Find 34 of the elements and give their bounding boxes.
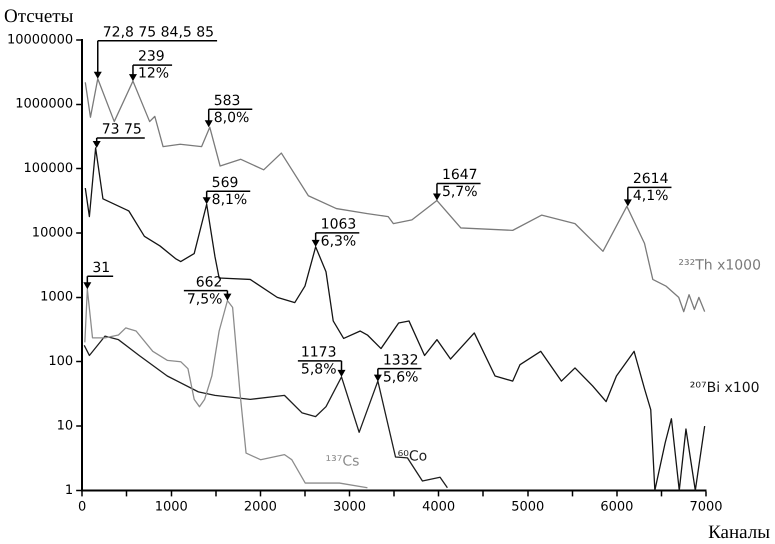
y-tick-label: 10000	[32, 225, 74, 240]
y-tick-label: 10000000	[6, 32, 74, 48]
series-label: ⁶⁰Co	[398, 448, 428, 465]
annotation: 1332 5,6%	[382, 352, 419, 386]
y-tick-label: 100	[48, 354, 74, 370]
annotation: 2614 4,1%	[632, 170, 669, 204]
x-tick-label: 0	[78, 500, 86, 515]
x-tick-label: 3000	[332, 500, 366, 515]
annotation: 569 8,1%	[212, 174, 248, 208]
x-tick-label: 6000	[600, 500, 634, 515]
annotation: 1647 5,7%	[442, 167, 478, 200]
series-label: ¹³⁷Cs	[325, 454, 360, 470]
annotation: 73 75	[102, 122, 142, 138]
annotation: 583 8,0%	[214, 92, 250, 126]
series-label: ²³²Th x1000	[678, 258, 761, 274]
y-tick-label: 10	[56, 418, 74, 434]
text: ²⁰⁷Bi x100	[690, 380, 760, 396]
annotation: 1063 6,3%	[320, 216, 356, 250]
annotation: 72,8 75 84,5 85	[102, 24, 214, 40]
y-tick-label: 1	[64, 482, 74, 498]
y-tick-label: 1000000	[15, 96, 74, 112]
annotation: 239 12%	[138, 48, 170, 82]
x-tick-label: 5000	[511, 500, 544, 515]
y-axis-title: Отсчеты	[4, 6, 74, 27]
annotation: 31	[92, 260, 110, 276]
x-tick-label: 1000	[154, 500, 188, 515]
x-tick-label: 2000	[244, 500, 277, 515]
annotation: 1173 5,8%	[300, 344, 337, 378]
y-tick-label: 1000	[40, 290, 74, 305]
x-tick-label: 4000	[422, 500, 456, 515]
annotation: 662 7,5%	[186, 274, 222, 308]
x-axis-title: Каналы	[708, 522, 770, 543]
y-tick-label: 100000	[24, 161, 74, 176]
x-tick-label: 7000	[689, 500, 723, 515]
